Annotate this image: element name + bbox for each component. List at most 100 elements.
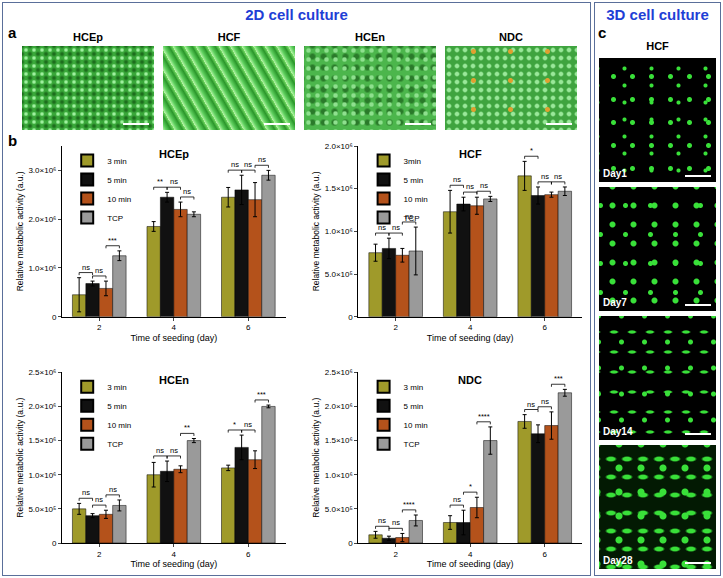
svg-text:TCP: TCP bbox=[404, 214, 420, 223]
svg-text:ns: ns bbox=[527, 400, 535, 409]
svg-text:ns: ns bbox=[405, 212, 413, 221]
svg-text:5 min: 5 min bbox=[107, 176, 127, 185]
svg-text:NDC: NDC bbox=[458, 374, 482, 386]
svg-text:ns: ns bbox=[453, 495, 461, 504]
svg-text:ns: ns bbox=[183, 187, 191, 196]
svg-text:HCEp: HCEp bbox=[159, 148, 189, 160]
svg-text:ns: ns bbox=[378, 223, 386, 232]
svg-text:***: *** bbox=[554, 374, 563, 383]
svg-text:Time of seeding (day): Time of seeding (day) bbox=[130, 559, 217, 569]
svg-text:10 min: 10 min bbox=[404, 421, 428, 430]
svg-text:10 min: 10 min bbox=[107, 195, 131, 204]
svg-text:TCP: TCP bbox=[404, 440, 420, 449]
svg-text:0: 0 bbox=[52, 313, 57, 322]
svg-text:*: * bbox=[233, 420, 236, 429]
svg-text:1.0×10⁶: 1.0×10⁶ bbox=[28, 264, 56, 273]
svg-text:5.0×10⁵: 5.0×10⁵ bbox=[325, 270, 353, 279]
svg-text:1.5×10⁶: 1.5×10⁶ bbox=[325, 184, 353, 193]
svg-text:ns: ns bbox=[378, 516, 386, 525]
html-text:3D cell culture: 3D cell culture bbox=[606, 6, 709, 23]
svg-text:5.0×10⁵: 5.0×10⁵ bbox=[325, 505, 353, 514]
svg-text:3min: 3min bbox=[404, 157, 421, 166]
svg-text:1.5×10⁶: 1.5×10⁶ bbox=[28, 436, 56, 445]
svg-text:4: 4 bbox=[172, 550, 177, 559]
svg-text:4: 4 bbox=[468, 550, 473, 559]
svg-text:3 min: 3 min bbox=[404, 383, 424, 392]
svg-text:TCP: TCP bbox=[107, 440, 123, 449]
svg-text:Relative metabolic activity (a: Relative metabolic activity (a.u.) bbox=[311, 171, 321, 291]
svg-text:ns: ns bbox=[392, 223, 400, 232]
svg-text:2.0×10⁶: 2.0×10⁶ bbox=[325, 402, 353, 411]
svg-text:5 min: 5 min bbox=[404, 176, 424, 185]
svg-text:****: **** bbox=[478, 412, 490, 421]
svg-text:3.0×10⁶: 3.0×10⁶ bbox=[28, 166, 56, 175]
svg-text:***: *** bbox=[257, 390, 266, 399]
svg-text:ns: ns bbox=[82, 263, 90, 272]
svg-text:ns: ns bbox=[554, 172, 562, 181]
svg-text:*: * bbox=[530, 146, 533, 155]
svg-text:ns: ns bbox=[541, 397, 549, 406]
svg-text:1.0×10⁶: 1.0×10⁶ bbox=[28, 471, 56, 480]
svg-text:2.0×10⁶: 2.0×10⁶ bbox=[325, 142, 353, 151]
svg-text:0: 0 bbox=[348, 313, 353, 322]
svg-text:2.0×10⁶: 2.0×10⁶ bbox=[28, 402, 56, 411]
svg-text:5 min: 5 min bbox=[404, 402, 424, 411]
svg-text:10 min: 10 min bbox=[107, 421, 131, 430]
svg-text:2: 2 bbox=[97, 550, 102, 559]
svg-text:ns: ns bbox=[95, 266, 103, 275]
svg-text:1.5×10⁶: 1.5×10⁶ bbox=[325, 436, 353, 445]
svg-text:ns: ns bbox=[466, 182, 474, 191]
svg-text:0: 0 bbox=[52, 539, 57, 548]
svg-text:ns: ns bbox=[109, 485, 117, 494]
html-text:2D cell culture: 2D cell culture bbox=[245, 6, 348, 23]
svg-text:ns: ns bbox=[82, 488, 90, 497]
svg-text:Relative metabolic activity (a: Relative metabolic activity (a.u.) bbox=[15, 171, 25, 291]
svg-text:Relative metabolic activity (a: Relative metabolic activity (a.u.) bbox=[15, 397, 25, 517]
svg-text:6: 6 bbox=[543, 550, 548, 559]
svg-text:ns: ns bbox=[392, 518, 400, 527]
svg-text:2.0×10⁶: 2.0×10⁶ bbox=[28, 215, 56, 224]
svg-text:2: 2 bbox=[97, 323, 102, 332]
svg-text:6: 6 bbox=[543, 323, 548, 332]
svg-text:ns: ns bbox=[244, 420, 252, 429]
svg-text:2.5×10⁶: 2.5×10⁶ bbox=[325, 368, 353, 377]
svg-text:4: 4 bbox=[172, 323, 177, 332]
svg-text:2.5×10⁶: 2.5×10⁶ bbox=[28, 368, 56, 377]
svg-text:3 min: 3 min bbox=[107, 157, 127, 166]
svg-text:5.0×10⁵: 5.0×10⁵ bbox=[28, 505, 56, 514]
svg-text:ns: ns bbox=[156, 446, 164, 455]
svg-text:6: 6 bbox=[246, 550, 251, 559]
svg-text:ns: ns bbox=[258, 155, 266, 164]
svg-text:****: **** bbox=[403, 500, 415, 509]
svg-text:3 min: 3 min bbox=[107, 383, 127, 392]
svg-text:ns: ns bbox=[244, 160, 252, 169]
svg-text:Time of seeding (day): Time of seeding (day) bbox=[427, 559, 514, 569]
svg-text:ns: ns bbox=[95, 495, 103, 504]
svg-text:10 min: 10 min bbox=[404, 195, 428, 204]
svg-text:Time of seeding (day): Time of seeding (day) bbox=[427, 333, 514, 343]
svg-text:Time of seeding (day): Time of seeding (day) bbox=[130, 333, 217, 343]
svg-text:***: *** bbox=[108, 236, 117, 245]
svg-text:4: 4 bbox=[468, 323, 473, 332]
svg-text:1.0×10⁶: 1.0×10⁶ bbox=[325, 227, 353, 236]
svg-text:ns: ns bbox=[453, 175, 461, 184]
svg-text:HCEn: HCEn bbox=[159, 374, 189, 386]
svg-text:**: ** bbox=[157, 177, 163, 186]
svg-text:HCF: HCF bbox=[459, 148, 482, 160]
svg-text:Relative metabolic activity (a: Relative metabolic activity (a.u.) bbox=[311, 397, 321, 517]
svg-text:2: 2 bbox=[393, 550, 398, 559]
svg-text:ns: ns bbox=[231, 160, 239, 169]
html-text:HCEp: HCEp bbox=[73, 31, 103, 43]
svg-text:ns: ns bbox=[170, 446, 178, 455]
svg-text:ns: ns bbox=[170, 177, 178, 186]
svg-text:TCP: TCP bbox=[107, 214, 123, 223]
svg-text:**: ** bbox=[184, 423, 190, 432]
svg-text:*: * bbox=[469, 482, 472, 491]
svg-text:2: 2 bbox=[393, 323, 398, 332]
svg-text:5 min: 5 min bbox=[107, 402, 127, 411]
svg-text:0: 0 bbox=[348, 539, 353, 548]
svg-text:ns: ns bbox=[541, 172, 549, 181]
svg-text:6: 6 bbox=[246, 323, 251, 332]
svg-text:ns: ns bbox=[480, 181, 488, 190]
svg-text:1.0×10⁶: 1.0×10⁶ bbox=[325, 471, 353, 480]
